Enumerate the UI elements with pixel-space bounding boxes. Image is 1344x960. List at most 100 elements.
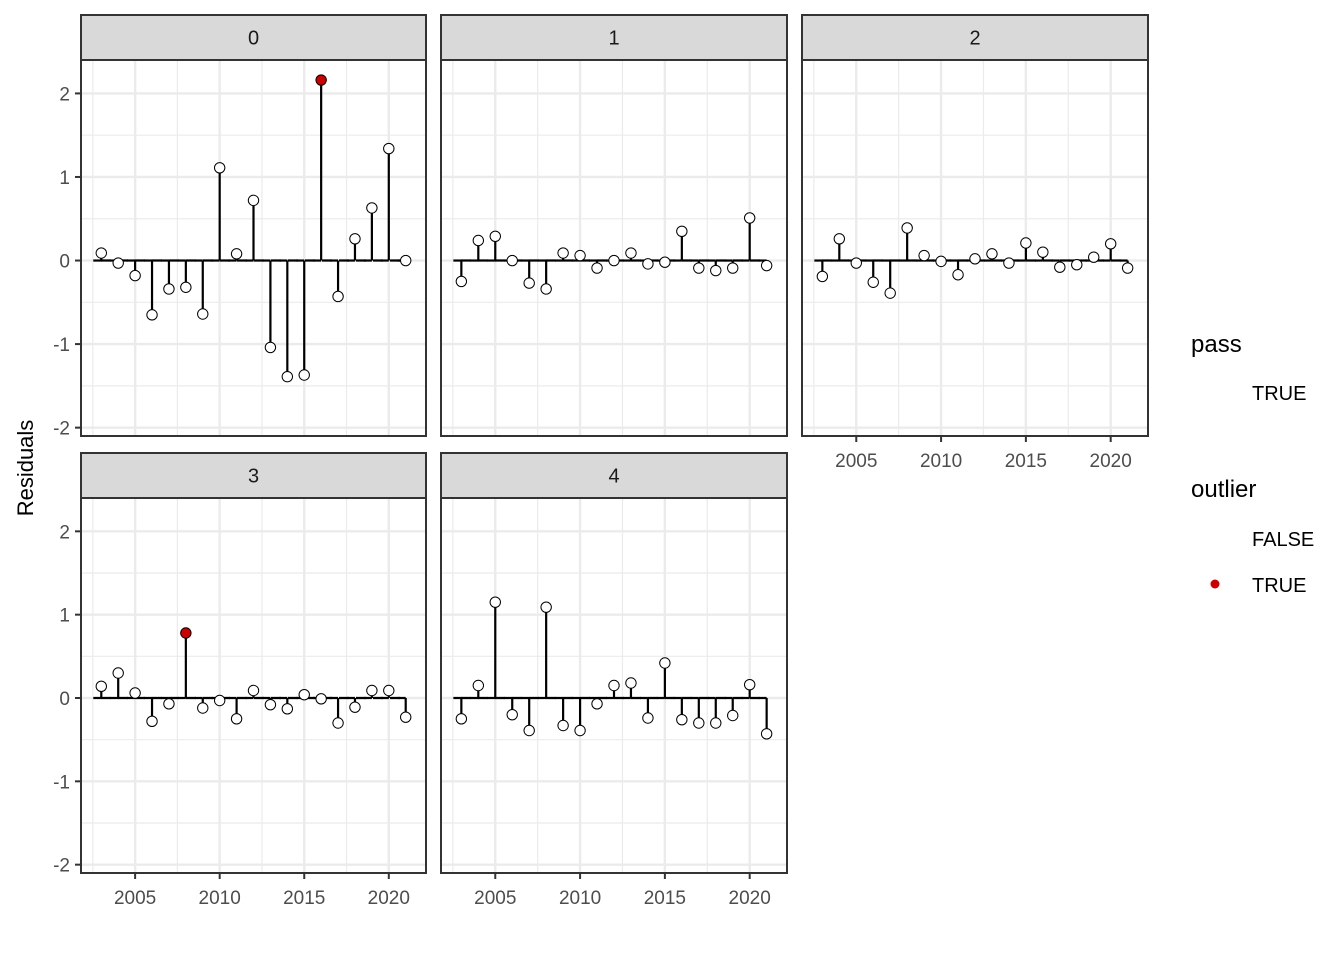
legend-label-pass-TRUE: TRUE	[1252, 383, 1306, 405]
x-tick-label: 2010	[559, 888, 601, 909]
point-3-2018	[349, 701, 361, 713]
point-3-2016	[315, 693, 327, 705]
point-1-2007	[523, 277, 535, 289]
point-3-2005	[129, 687, 141, 699]
point-0-2021	[400, 254, 412, 267]
point-3-2003	[95, 680, 107, 693]
panel-background	[802, 60, 1148, 436]
point-0-2016	[315, 74, 327, 86]
x-tick-label: 2015	[1005, 451, 1047, 472]
point-3-2010	[213, 694, 226, 707]
point-3-2006	[146, 715, 158, 728]
point-4-2012	[608, 679, 620, 692]
point-4-2021	[760, 728, 773, 740]
point-2-2008	[901, 222, 913, 234]
point-1-2011	[591, 262, 603, 274]
point-4-2008	[540, 601, 552, 613]
point-1-2015	[659, 256, 671, 268]
point-1-2021	[760, 259, 773, 272]
point-4-2016	[676, 713, 688, 726]
x-tick-label: 2010	[199, 888, 241, 909]
point-2-2015	[1020, 237, 1032, 249]
legend-title-pass: pass	[1191, 331, 1242, 358]
facet-strip	[440, 452, 788, 499]
point-0-2015	[298, 369, 310, 381]
x-tick-label: 2005	[474, 888, 516, 909]
point-3-2014	[281, 703, 294, 715]
point-4-2015	[659, 657, 671, 669]
point-1-2009	[557, 247, 569, 259]
facet-panels: 0 1 2 3 4	[80, 14, 1149, 874]
point-1-2017	[693, 262, 705, 274]
point-1-2014	[642, 258, 654, 270]
point-1-2005	[489, 230, 501, 243]
point-2-2018	[1071, 259, 1083, 271]
y-axis-title: Residuals	[13, 420, 38, 517]
x-tick-label: 2020	[729, 888, 771, 909]
x-axis-col-1: 2005 2010 2015 2020	[114, 873, 410, 909]
point-2-2006	[867, 276, 879, 288]
point-2-2012	[969, 253, 981, 265]
legend: pass TRUE outlier FALSE TRUE	[1191, 331, 1314, 597]
point-4-2009	[557, 719, 569, 732]
x-axes: 2005 2010 2015 2020 2005 2010 2015 2020 2005 2010…	[114, 436, 1132, 909]
facet-strip	[440, 14, 788, 61]
point-0-2005	[129, 269, 141, 282]
x-tick-label: 2020	[368, 888, 410, 909]
point-4-2017	[693, 717, 705, 729]
y-tick-label: 2	[59, 84, 70, 105]
point-2-2020	[1104, 238, 1117, 250]
point-1-2012	[608, 254, 620, 267]
point-0-2003	[95, 247, 107, 259]
point-1-2018	[710, 264, 722, 277]
x-tick-label: 2010	[920, 451, 962, 472]
point-0-2020	[383, 142, 395, 155]
point-4-2013	[625, 677, 637, 689]
point-4-2018	[710, 717, 722, 729]
y-tick-label: -1	[53, 335, 70, 356]
point-3-2015	[298, 688, 310, 701]
legend-group-outlier: outlier FALSE TRUE	[1191, 476, 1314, 597]
x-tick-label: 2015	[644, 888, 686, 909]
facet-panel-2: 2	[801, 14, 1149, 437]
y-axis-row-2: -2 -1 0 1 2	[53, 522, 81, 877]
point-2-2013	[986, 248, 998, 260]
point-4-2006	[506, 708, 518, 721]
point-1-2020	[743, 212, 756, 224]
point-2-2005	[850, 257, 862, 269]
point-3-2020	[383, 684, 395, 697]
point-0-2010	[213, 162, 226, 174]
facet-strip-label: 1	[608, 28, 619, 50]
x-tick-label: 2020	[1090, 451, 1132, 472]
point-0-2013	[264, 341, 277, 354]
panel-background	[441, 60, 787, 436]
point-3-2019	[366, 684, 378, 697]
point-2-2010	[935, 255, 947, 268]
facet-strip-label: 2	[969, 28, 980, 50]
point-4-2020	[743, 678, 756, 691]
point-2-2021	[1121, 262, 1134, 274]
point-1-2004	[472, 234, 485, 247]
x-tick-label: 2005	[835, 451, 877, 472]
y-tick-label: 2	[59, 522, 70, 543]
legend-title-outlier: outlier	[1191, 476, 1256, 503]
x-axis-col-2: 2005 2010 2015 2020	[474, 873, 771, 909]
point-1-2010	[574, 249, 586, 262]
point-2-2009	[918, 249, 930, 262]
point-1-2006	[506, 254, 518, 267]
point-4-2005	[489, 596, 501, 608]
point-2-2016	[1037, 246, 1049, 258]
legend-group-pass: pass TRUE	[1191, 331, 1306, 405]
point-4-2019	[727, 709, 739, 722]
legend-key-outlier-TRUE	[1210, 579, 1220, 589]
facet-panel-0: 0	[80, 14, 427, 437]
point-1-2019	[727, 262, 739, 274]
point-4-2010	[574, 724, 586, 737]
point-0-2018	[349, 233, 361, 245]
point-4-2004	[472, 679, 485, 692]
point-0-2006	[146, 309, 158, 321]
y-axes: -2 -1 0 1 2 -2 -1 0 1 2	[53, 84, 81, 877]
facet-strip-label: 3	[248, 466, 259, 488]
point-2-2014	[1003, 257, 1015, 269]
